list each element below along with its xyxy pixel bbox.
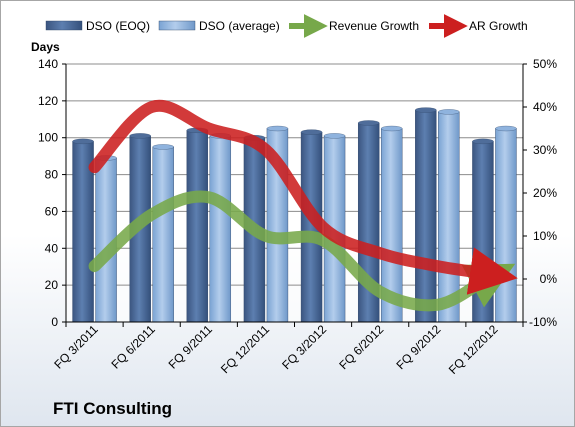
bar-cap — [152, 144, 174, 150]
growth-lines — [88, 99, 518, 312]
y2-tick-label: 20% — [533, 186, 557, 200]
y2-tick-label: 40% — [533, 100, 557, 114]
bar — [472, 141, 494, 323]
x-tick-label: FQ 3/2012 — [279, 322, 329, 372]
legend-label: AR Growth — [469, 19, 528, 33]
series-line — [88, 99, 518, 295]
y-tick-label: 100 — [38, 131, 58, 145]
y2-tick-label: 0% — [540, 272, 558, 286]
legend-label: DSO (average) — [199, 19, 280, 33]
bar-cap — [266, 125, 289, 132]
x-tick-label: FQ 12/2011 — [218, 322, 272, 376]
bar — [495, 128, 517, 323]
y2-tick-label: 10% — [533, 229, 557, 243]
series-line — [88, 190, 516, 312]
bar — [186, 130, 209, 323]
x-tick-label: FQ 3/2011 — [51, 322, 101, 372]
bar — [152, 146, 174, 323]
legend-label: Revenue Growth — [329, 19, 419, 33]
bar-cap — [438, 109, 460, 115]
bar — [209, 135, 232, 323]
y-tick-label: 140 — [38, 57, 58, 71]
bar-cap — [358, 120, 380, 126]
bar-cap — [415, 107, 437, 113]
bar-cap — [300, 129, 323, 135]
legend-swatch — [45, 20, 83, 31]
y-tick-label: 120 — [38, 94, 58, 108]
bar-cap — [472, 138, 494, 145]
legend-swatch — [158, 20, 196, 31]
legend-label: DSO (EOQ) — [86, 19, 150, 33]
bar-cap — [381, 125, 403, 132]
y-tick-label: 60 — [45, 204, 59, 218]
y2-tick-label: -10% — [529, 315, 557, 329]
bar-cap — [323, 133, 346, 139]
x-tick-label: FQ 6/2012 — [336, 322, 386, 372]
chart-title: FTI Consulting — [53, 399, 172, 418]
bar — [438, 111, 460, 323]
y2-tick-label: 50% — [533, 57, 557, 71]
bar-cap — [72, 138, 94, 145]
x-tick-label: FQ 12/2012 — [446, 322, 501, 377]
bar-cap — [129, 133, 151, 139]
y-tick-label: 40 — [45, 241, 59, 255]
y-axis-title: Days — [31, 40, 60, 54]
x-tick-label: FQ 9/2011 — [166, 322, 216, 372]
legend: DSO (EOQ) DSO (average) Revenue Growth AR G… — [45, 14, 528, 38]
x-tick-label: FQ 9/2012 — [393, 322, 443, 372]
y2-tick-label: 30% — [533, 143, 557, 157]
bar — [415, 109, 437, 323]
x-tick-label: FQ 6/2011 — [108, 322, 158, 372]
y-tick-label: 0 — [51, 315, 58, 329]
y-tick-label: 80 — [45, 168, 59, 182]
bars — [72, 107, 517, 323]
bar-cap — [495, 125, 517, 132]
y-tick-label: 20 — [45, 278, 59, 292]
